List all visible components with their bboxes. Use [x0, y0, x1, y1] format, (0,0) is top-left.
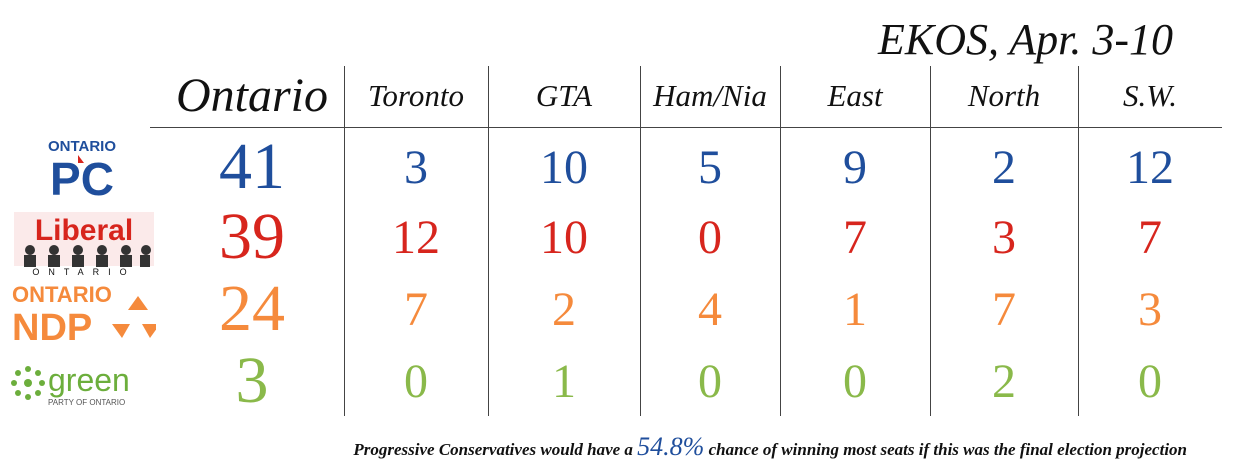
seat-count-pc-0: 41 [219, 130, 285, 203]
seat-count-pc-4: 9 [843, 141, 867, 194]
footer-percentage: 54.8% [637, 432, 705, 461]
seat-count-liberal-1: 12 [392, 211, 440, 264]
seat-count-green-0: 3 [235, 344, 269, 417]
column-header-2: GTA [535, 78, 593, 113]
seat-count-ndp-0: 24 [219, 272, 285, 345]
footer-text-after: chance of winning most seats if this was… [704, 440, 1187, 459]
seat-count-pc-2: 10 [540, 141, 588, 194]
seat-count-green-1: 0 [404, 355, 428, 408]
column-separator [930, 66, 931, 416]
seat-count-liberal-3: 0 [698, 211, 722, 264]
column-separator [1078, 66, 1079, 416]
seat-count-ndp-2: 2 [552, 283, 576, 336]
seat-count-liberal-0: 39 [219, 200, 285, 273]
trillium-icon [78, 155, 84, 163]
column-header-6: S.W. [1123, 78, 1177, 113]
column-header-0: Ontario [175, 69, 328, 122]
liberal-logo-line1: Liberal [35, 214, 133, 247]
seat-count-green-3: 0 [698, 355, 722, 408]
seat-count-pc-1: 3 [404, 141, 428, 194]
footer-text-before: Progressive Conservatives would have a [353, 440, 638, 459]
green-sunburst-icon [11, 366, 45, 400]
column-header-1: Toronto [368, 78, 464, 113]
seat-count-green-5: 2 [992, 355, 1016, 408]
seat-count-pc-5: 2 [992, 141, 1016, 194]
seat-count-liberal-5: 3 [992, 211, 1016, 264]
ndp-logo-icon: ONTARIO NDP [12, 282, 156, 346]
seat-count-ndp-1: 7 [404, 283, 428, 336]
column-header-5: North [967, 78, 1041, 113]
chart-title: EKOS, Apr. 3-10 [878, 15, 1173, 64]
liberal-logo-line2: ONTARIO [32, 267, 135, 276]
seat-count-ndp-4: 1 [843, 283, 867, 336]
column-separator [640, 66, 641, 416]
header-rule [150, 127, 1222, 128]
green-logo-line2: PARTY OF ONTARIO [48, 398, 125, 407]
trillium-icon [112, 296, 156, 338]
seat-count-green-2: 1 [552, 355, 576, 408]
pc-logo-icon: ONTARIO PC [48, 138, 116, 201]
seat-count-green-4: 0 [843, 355, 867, 408]
liberal-logo-icon: Liberal ONTARIO [14, 212, 154, 276]
ndp-logo-line2: NDP [12, 307, 92, 346]
seat-count-ndp-5: 7 [992, 283, 1016, 336]
seat-count-green-6: 0 [1138, 355, 1162, 408]
column-separator [344, 66, 345, 416]
column-separator [488, 66, 489, 416]
footer-note: Progressive Conservatives would have a 5… [0, 432, 1187, 462]
seat-count-pc-3: 5 [698, 141, 722, 194]
pc-logo-line2: PC [50, 153, 114, 201]
column-header-4: East [827, 78, 883, 113]
seat-count-liberal-4: 7 [843, 211, 867, 264]
column-separator [780, 66, 781, 416]
seat-count-liberal-6: 7 [1138, 211, 1162, 264]
seat-count-liberal-2: 10 [540, 211, 588, 264]
green-logo-line1: green [48, 362, 130, 398]
pc-logo-line1: ONTARIO [48, 138, 116, 155]
ndp-logo-line1: ONTARIO [12, 282, 112, 307]
seat-count-pc-6: 12 [1126, 141, 1174, 194]
seat-count-ndp-6: 3 [1138, 283, 1162, 336]
seat-count-ndp-3: 4 [698, 283, 722, 336]
green-logo-icon: green PARTY OF ONTARIO [11, 362, 130, 407]
people-photo-icon [24, 245, 151, 267]
column-header-3: Ham/Nia [653, 78, 767, 113]
